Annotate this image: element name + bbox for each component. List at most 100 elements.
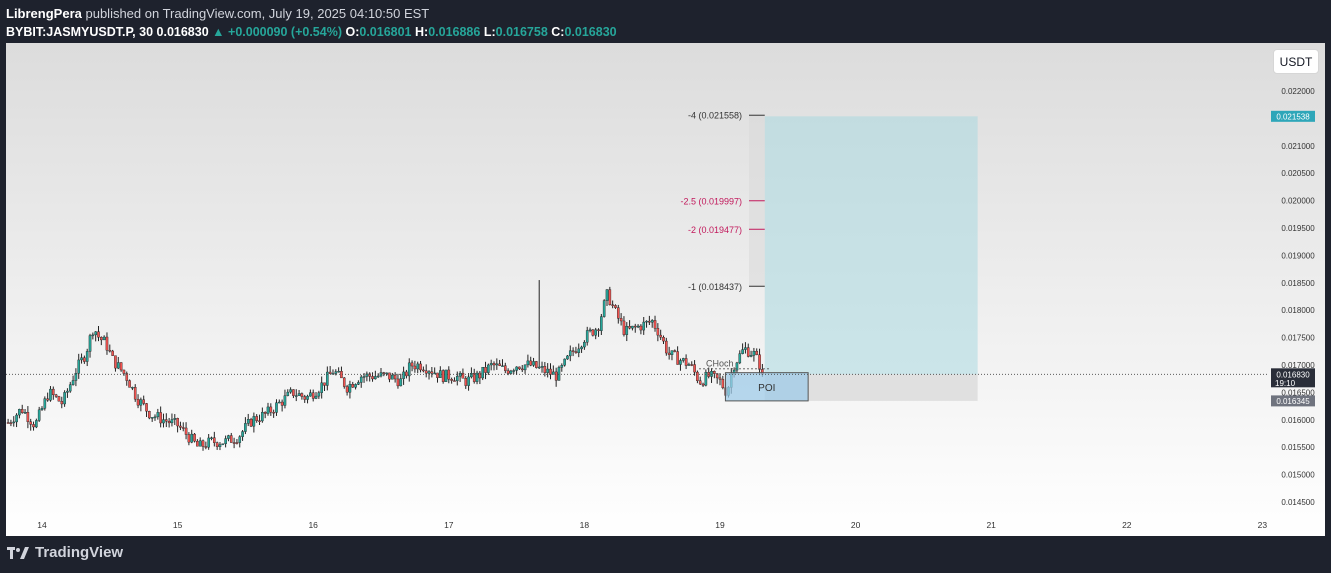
candle-body [227, 435, 230, 439]
candle-body [60, 401, 64, 405]
candle-body [210, 437, 213, 439]
candle-body [631, 325, 634, 329]
candle-body [232, 442, 236, 444]
candle-body [594, 329, 597, 336]
y-tick-label: 0.019500 [1281, 224, 1315, 233]
candle-body [693, 364, 696, 373]
candle-body [252, 416, 256, 427]
candle-body [136, 398, 140, 406]
candle-body [472, 373, 476, 382]
y-tick-label: 0.016500 [1281, 388, 1315, 397]
candle-body [91, 334, 95, 337]
candle-body [650, 320, 654, 323]
candle-body [181, 427, 185, 429]
candle-body [526, 360, 530, 366]
footer-brand[interactable]: TradingView [7, 544, 123, 561]
close-value: 0.016830 [564, 25, 617, 39]
candle-body [566, 355, 569, 360]
candle-body [74, 373, 78, 381]
candle-body [470, 373, 473, 378]
candle-body [563, 358, 566, 366]
fib-label: -2 (0.019477) [688, 225, 742, 235]
candle-body [588, 329, 592, 332]
author-name[interactable]: LibrengPera [6, 6, 82, 21]
candle-body [738, 353, 742, 364]
candle-body [396, 378, 400, 387]
candle-body [6, 422, 10, 424]
candle-body [427, 371, 431, 374]
candle-body [286, 391, 290, 396]
candle-body [32, 424, 35, 428]
candle-body [9, 422, 13, 424]
candle-body [297, 393, 301, 396]
chart-canvas[interactable]: POI CHoch -4 (0.021558) -2.5 (0.019997) -2 (… [6, 43, 1325, 536]
poi-zone [724, 372, 809, 402]
candle-body [633, 325, 637, 328]
candle-body [306, 395, 309, 400]
candle-body [388, 372, 391, 380]
candle-body [54, 394, 58, 397]
candle-body [648, 320, 651, 323]
candle-body [735, 362, 739, 371]
y-tick-label: 0.022000 [1281, 87, 1315, 96]
candle-body [679, 360, 682, 365]
candle-body [487, 364, 490, 373]
candle-body [715, 373, 719, 379]
candle-body [413, 365, 417, 370]
candle-body [424, 370, 428, 374]
candle-body [269, 406, 273, 413]
candle-body [537, 366, 541, 369]
candle-body [345, 386, 349, 393]
candle-body [309, 392, 312, 397]
candle-body [317, 392, 321, 397]
candle-body [131, 387, 134, 389]
y-tick-label: 0.015000 [1281, 471, 1315, 480]
candle-body [125, 373, 129, 381]
candle-body [619, 318, 623, 322]
open-value: 0.016801 [359, 25, 412, 39]
candle-body [532, 361, 535, 366]
currency-button[interactable]: USDT [1273, 49, 1319, 74]
candle-body [667, 352, 671, 355]
price-tag-label: 0.021538 [1276, 112, 1310, 121]
candle-body [348, 384, 352, 393]
symbol-label[interactable]: BYBIT:JASMYUSDT.P, 30 [6, 25, 154, 39]
countdown-label: 19:10 [1275, 379, 1296, 388]
chart-background [6, 43, 1325, 536]
y-tick-label: 0.018000 [1281, 306, 1315, 315]
candle-body [433, 372, 436, 375]
candle-body [450, 379, 453, 381]
y-tick-label: 0.014500 [1281, 498, 1315, 507]
last-price-tag-label: 0.016830 [1276, 370, 1310, 379]
candle-body [85, 351, 89, 362]
candle-body [583, 341, 586, 348]
high-value: 0.016886 [428, 25, 481, 39]
candle-body [591, 329, 595, 336]
candle-body [102, 336, 106, 341]
candle-body [142, 399, 146, 404]
candle-body [512, 370, 516, 372]
candle-body [119, 362, 123, 371]
candle-body [520, 368, 524, 371]
x-tick-label: 22 [1122, 520, 1132, 530]
x-tick-label: 21 [986, 520, 996, 530]
candle-body [552, 371, 555, 375]
y-tick-label: 0.021000 [1281, 142, 1315, 151]
candle-body [334, 371, 338, 374]
candle-body [636, 325, 640, 328]
candle-body [645, 320, 648, 323]
candle-body [314, 395, 318, 399]
price-tag-label: 0.016345 [1276, 397, 1310, 406]
candle-body [690, 364, 694, 366]
candle-body [323, 382, 326, 386]
candle-body [560, 365, 564, 368]
price-chart[interactable]: POI CHoch -4 (0.021558) -2.5 (0.019997) -2 (… [6, 43, 1325, 536]
candle-body [204, 446, 208, 448]
open-label: O: [345, 25, 360, 39]
tradingview-logo-icon [7, 546, 29, 559]
high-label: H: [415, 25, 429, 39]
candle-body [26, 412, 30, 422]
candle-body [515, 366, 518, 371]
candle-body [139, 399, 143, 406]
candle-body [289, 389, 292, 393]
